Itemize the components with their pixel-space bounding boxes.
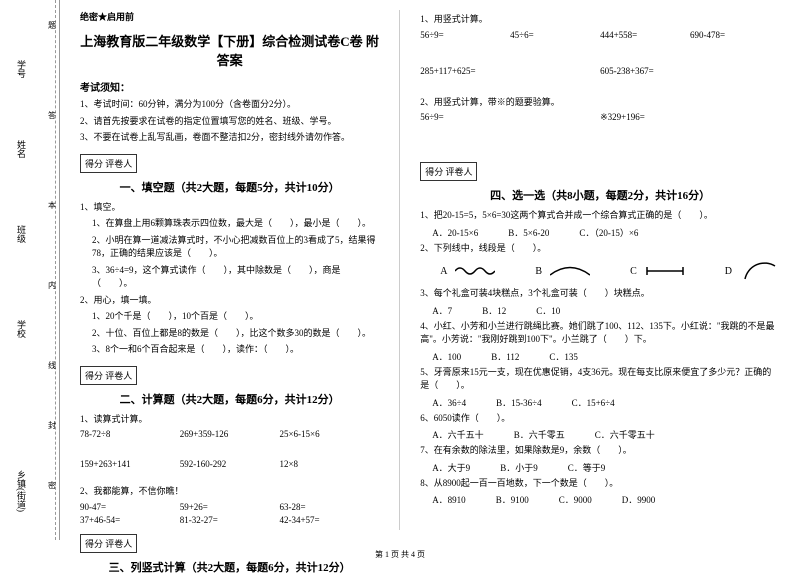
- section-1-title: 一、填空题（共2大题，每题5分，共计10分）: [80, 179, 379, 195]
- field-school: 学校: [15, 320, 28, 338]
- section-4-title: 四、选一选（共8小题，每题2分，共计16分）: [420, 187, 780, 203]
- line-choices: A B C D: [440, 261, 780, 281]
- calc-row: 78-72÷8269+359-12625×6-15×6: [80, 429, 379, 439]
- options: A．36÷4B．15-36÷4C．15+6÷4: [432, 396, 780, 409]
- score-box: 得分 评卷人: [420, 162, 477, 181]
- score-box: 得分 评卷人: [80, 366, 137, 385]
- q: 2、十位、百位上都是8的数是（ ），比这个数多30的数是（ ）。: [92, 327, 379, 341]
- mark: 内: [48, 280, 56, 291]
- field-class: 班级: [15, 225, 28, 243]
- q: 5、牙膏原来15元一支，现在优惠促销，4支36元。现在每支比原来便宜了多少元？正…: [420, 366, 780, 393]
- q: 1、在算盘上用6颗算珠表示四位数，最大是（ ），最小是（ ）。: [92, 217, 379, 231]
- exam-title: 上海教育版二年级数学【下册】综合检测试卷C卷 附答案: [80, 31, 379, 69]
- q: 2、用竖式计算，带※的题要验算。: [420, 96, 780, 110]
- q: 2、小明在算一道减法算式时，不小心把减数百位上的3看成了5，结果得78，正确的结…: [92, 234, 379, 261]
- q: 1、20个千是（ ），10个百是（ ）。: [92, 310, 379, 324]
- notice-head: 考试须知：: [80, 79, 379, 94]
- calc-row: 37+46-54=81-32-27=42-34+57=: [80, 515, 379, 525]
- q: 3、36÷4=9，这个算式读作（ ），其中除数是（ ），商是（ ）。: [92, 264, 379, 291]
- segment-icon: [645, 265, 685, 277]
- mark: 线: [48, 360, 56, 371]
- calc-row: 56÷9=※329+196=: [420, 112, 780, 123]
- notice-item: 2、请首先按要求在试卷的指定位置填写您的姓名、班级、学号。: [80, 115, 379, 128]
- calc-row: 159+263+141592-160-29212×8: [80, 459, 379, 469]
- left-column: 绝密★启用前 上海教育版二年级数学【下册】综合检测试卷C卷 附答案 考试须知： …: [65, 10, 394, 530]
- q: 3、8个一和6个百合起来是（ ），读作：（ ）。: [92, 343, 379, 357]
- mark: 本: [48, 200, 56, 211]
- right-column: 1、用竖式计算。 56÷9=45÷6=444+558=690-478= 285+…: [405, 10, 795, 530]
- wavy-line-icon: [455, 265, 495, 277]
- notice-item: 1、考试时间：60分钟，满分为100分（含卷面分2分）。: [80, 98, 379, 111]
- options: A．7B．12C．10: [432, 304, 780, 317]
- q: 2、我都能算，不信你瞧！: [80, 485, 379, 499]
- score-box: 得分 评卷人: [80, 154, 137, 173]
- q: 4、小红、小芳和小兰进行跳绳比赛。她们跳了100、112、135下。小红说："我…: [420, 320, 780, 347]
- q: 1、用竖式计算。: [420, 13, 780, 27]
- calc-row: 90-47=59+26=63-28=: [80, 502, 379, 512]
- arc-icon: [740, 261, 780, 281]
- options: A．8910B．9100C．9000D．9900: [432, 493, 780, 506]
- q: 2、用心，填一填。: [80, 294, 379, 308]
- field-student-id: 学号: [15, 60, 28, 78]
- field-town: 乡镇(街道): [15, 470, 28, 512]
- options: A．100B．112C．135: [432, 350, 780, 363]
- exam-page: 题 学号 答 姓名 本 班级 内 学校 线 封 乡镇(街道) 密 绝密★启用前 …: [0, 0, 800, 540]
- q: 8、从8900起一百一百地数，下一个数是（ ）。: [420, 477, 780, 491]
- calc-row: 56÷9=45÷6=444+558=690-478=: [420, 30, 780, 40]
- options: A．20-15×6B．5×6-20C．（20-15）×6: [432, 226, 780, 239]
- mark: 密: [48, 480, 56, 491]
- field-name: 姓名: [15, 140, 28, 158]
- confidential-mark: 绝密★启用前: [80, 10, 379, 23]
- column-divider: [399, 10, 400, 530]
- q: 7、在有余数的除法里，如果除数是9，余数（ ）。: [420, 444, 780, 458]
- content-area: 绝密★启用前 上海教育版二年级数学【下册】综合检测试卷C卷 附答案 考试须知： …: [60, 0, 800, 540]
- curve-line-icon: [550, 265, 590, 277]
- notice-item: 3、不要在试卷上乱写乱画，卷面不整洁扣2分，密封线外请勿作答。: [80, 131, 379, 144]
- mark: 题: [48, 20, 56, 31]
- binding-margin: 题 学号 答 姓名 本 班级 内 学校 线 封 乡镇(街道) 密: [0, 0, 60, 540]
- options: A．大于9B．小于9C．等于9: [432, 461, 780, 474]
- q: 1、读算式计算。: [80, 413, 379, 427]
- q: 6、6050读作（ ）。: [420, 412, 780, 426]
- q: 1、把20-15=5，5×6=30这两个算式合并成一个综合算式正确的是（ ）。: [420, 209, 780, 223]
- seal-line: [55, 0, 56, 540]
- options: A．六千五十B．六千零五C．六千零五十: [432, 428, 780, 441]
- section-2-title: 二、计算题（共2大题，每题6分，共计12分）: [80, 391, 379, 407]
- page-footer: 第 1 页 共 4 页: [0, 549, 800, 560]
- calc-row: 285+117+625=605-238+367=: [420, 66, 780, 76]
- q: 3、每个礼盒可装4块糕点，3个礼盒可装（ ）块糕点。: [420, 287, 780, 301]
- q: 2、下列线中，线段是（ ）。: [420, 242, 780, 256]
- mark: 封: [48, 420, 56, 431]
- q: 1、填空。: [80, 201, 379, 215]
- mark: 答: [48, 110, 56, 121]
- section-3-title: 三、列竖式计算（共2大题，每题6分，共计12分）: [80, 559, 379, 575]
